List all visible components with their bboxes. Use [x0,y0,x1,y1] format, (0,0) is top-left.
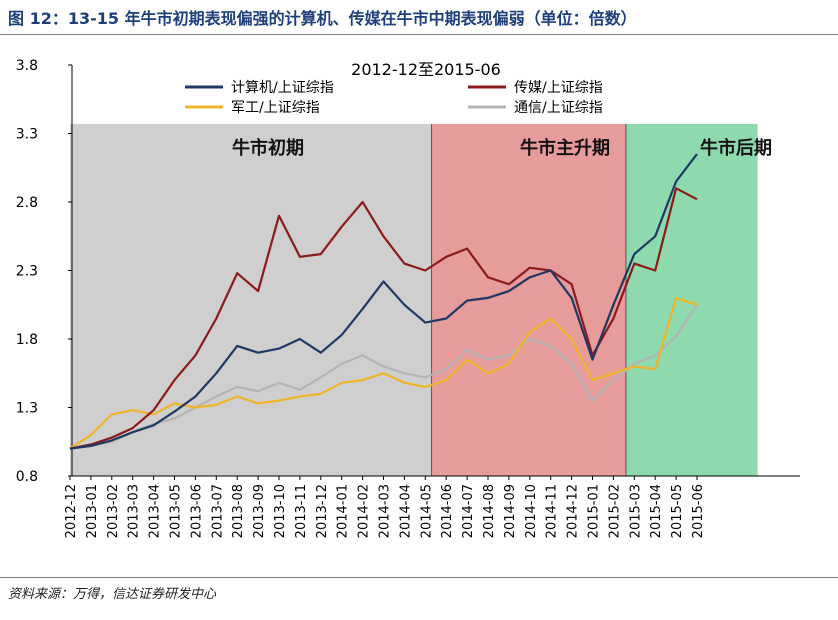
x-tick-label: 2013-12 [315,484,330,538]
phase-band [70,123,432,476]
x-tick-label: 2013-03 [127,484,142,538]
x-tick-label: 2015-04 [649,484,664,538]
x-tick-label: 2014-08 [482,484,497,538]
series-line [69,153,698,450]
x-tick-label: 2014-01 [336,484,351,538]
x-tick-label: 2014-10 [524,484,539,538]
chart-title: 2012-12至2015-06 [351,60,501,79]
y-tick-label: 2.3 [16,264,38,280]
x-tick-label: 2012-12 [64,484,79,538]
legend-label: 传媒/上证综指 [514,80,603,96]
x-tick-label: 2015-06 [691,484,706,538]
x-tick-label: 2014-11 [545,484,560,538]
x-tick-label: 2014-09 [503,484,518,538]
phase-label: 牛市初期 [232,137,304,159]
y-tick-label: 2.8 [16,195,38,211]
series-line [69,187,698,450]
x-tick-label: 2013-07 [210,484,225,538]
x-tick-label: 2014-03 [378,484,393,538]
x-tick-label: 2015-02 [607,484,622,538]
footer-divider [0,577,838,578]
x-tick-label: 2013-09 [252,484,267,538]
x-tick-label: 2015-05 [670,484,685,538]
legend-label: 军工/上证综指 [231,100,320,116]
title-divider [0,34,838,35]
x-tick-label: 2013-04 [148,484,163,538]
x-tick-label: 2013-10 [273,484,288,538]
x-tick-label: 2014-06 [440,484,455,538]
x-tick-label: 2013-11 [294,484,309,538]
line-chart: 牛市初期 牛市主升期 牛市后期 3.8 3.3 2.8 2.3 1.8 1.3 0.8 2012-… [16,58,800,538]
y-tick-label: 3.3 [16,127,38,143]
figure-title: 图 12：13-15 年牛市初期表现偏强的计算机、传媒在牛市中期表现偏弱（单位：… [8,9,637,28]
legend-label: 计算机/上证综指 [231,80,334,96]
x-tick-label: 2014-12 [566,484,581,538]
y-tick-label: 0.8 [16,469,38,485]
phase-band [625,123,758,476]
x-tick-label: 2014-04 [398,484,413,538]
x-tick-label: 2014-07 [461,484,476,538]
x-tick-label: 2015-01 [587,484,602,538]
series-line [69,296,698,450]
series-line [69,304,698,450]
x-tick-label: 2014-05 [419,484,434,538]
x-tick-label: 2013-06 [189,484,204,538]
phase-band [431,123,626,476]
y-tick-label: 1.8 [16,332,38,348]
x-tick-label: 2013-02 [106,484,121,538]
x-tick-label: 2015-03 [628,484,643,538]
y-tick-label: 3.8 [16,58,38,74]
x-tick-label: 2013-05 [169,484,184,538]
phase-label: 牛市后期 [700,137,772,159]
x-tick-label: 2014-02 [357,484,372,538]
legend-label: 通信/上证综指 [514,100,603,116]
phase-label: 牛市主升期 [520,137,610,159]
x-tick-label: 2013-01 [85,484,100,538]
source-note: 资料来源：万得，信达证券研发中心 [8,587,217,602]
x-tick-label: 2013-08 [231,484,246,538]
y-tick-label: 1.3 [16,401,38,417]
